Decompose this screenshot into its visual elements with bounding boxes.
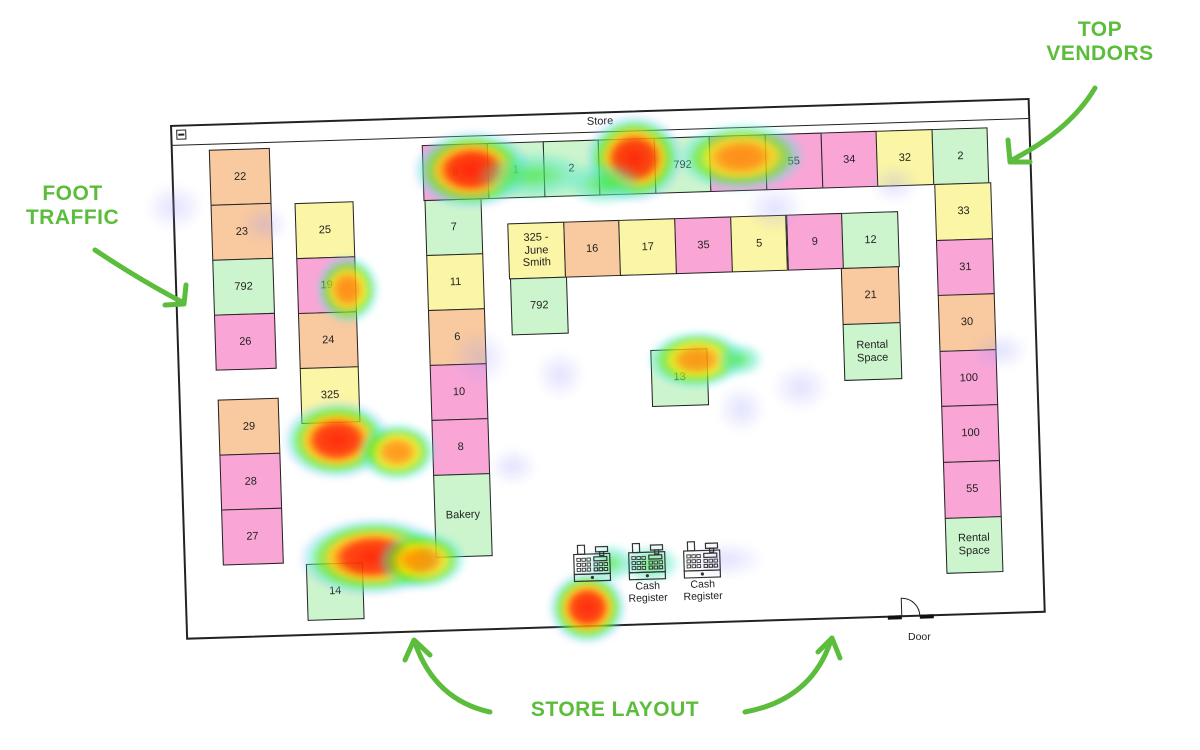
cash-register-icon[interactable] xyxy=(681,540,724,584)
annotation-line: FOOT xyxy=(42,182,103,205)
store-layout-left-arrow-icon xyxy=(402,637,493,715)
store-layout-annotation: STORE LAYOUT xyxy=(530,698,700,721)
door-swing-icon xyxy=(887,597,934,620)
top-vendors-arrow-icon xyxy=(1005,85,1098,165)
annotation-line: TRAFFIC xyxy=(25,205,120,229)
annotation-line: VENDORS xyxy=(1046,41,1154,65)
door-label: Door xyxy=(908,631,931,643)
store-floor-plan: Store 22 23 792 26 29 28 27 25 19 24 325 14 7 11 6 10 8 B… xyxy=(143,97,1046,646)
store-layout-right-arrow-icon xyxy=(742,635,843,715)
cash-register-icon[interactable] xyxy=(626,542,669,586)
top-vendors-annotation: TOP VENDORS xyxy=(1030,18,1170,65)
annotation-line: TOP xyxy=(1077,18,1123,41)
foot-traffic-arrow-icon xyxy=(92,247,189,308)
foot-traffic-annotation: FOOT TRAFFIC xyxy=(10,182,135,229)
cash-register-icon[interactable] xyxy=(571,543,614,587)
